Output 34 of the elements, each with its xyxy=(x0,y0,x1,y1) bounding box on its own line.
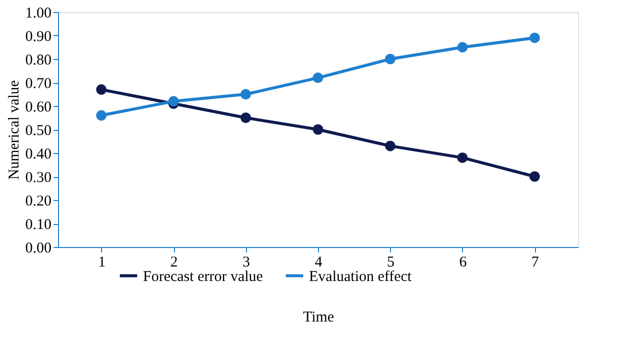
x-tick-label: 7 xyxy=(531,254,540,270)
y-tick-label: 0.50 xyxy=(25,123,52,139)
point xyxy=(240,89,252,100)
legend-label: Evaluation effect xyxy=(309,268,412,285)
point xyxy=(384,54,396,64)
point xyxy=(312,72,324,84)
point xyxy=(529,171,540,182)
x-tick-label: 1 xyxy=(98,254,106,270)
point xyxy=(312,124,324,135)
y-tick-label: 0.70 xyxy=(25,76,52,92)
y-tick-label: 0.60 xyxy=(25,100,52,116)
point xyxy=(240,112,252,123)
point xyxy=(96,84,107,95)
y-tick-label: 1.00 xyxy=(25,6,52,22)
x-tick-label: 6 xyxy=(459,254,468,270)
point xyxy=(96,110,107,121)
y-axis-title: Numerical value xyxy=(6,80,22,180)
x-axis-title: Time xyxy=(302,310,334,326)
point xyxy=(457,42,468,52)
y-tick-label: 0.10 xyxy=(25,217,52,233)
y-tick-label: 0.40 xyxy=(25,146,52,162)
x-tick-label: 4 xyxy=(314,254,323,270)
y-tick-label: 0.00 xyxy=(25,240,52,256)
point xyxy=(529,32,540,44)
point xyxy=(384,140,396,152)
x-tick-label: 5 xyxy=(386,254,394,270)
x-tick-label: 2 xyxy=(170,254,178,270)
legend-label: Forecast error value xyxy=(143,268,264,285)
y-tick-label: 0.30 xyxy=(25,170,52,186)
x-tick-label: 3 xyxy=(242,254,250,270)
y-tick-label: 0.90 xyxy=(25,29,52,45)
point xyxy=(457,152,468,163)
y-tick-label: 0.20 xyxy=(25,194,52,210)
y-tick-label: 0.80 xyxy=(25,52,52,68)
